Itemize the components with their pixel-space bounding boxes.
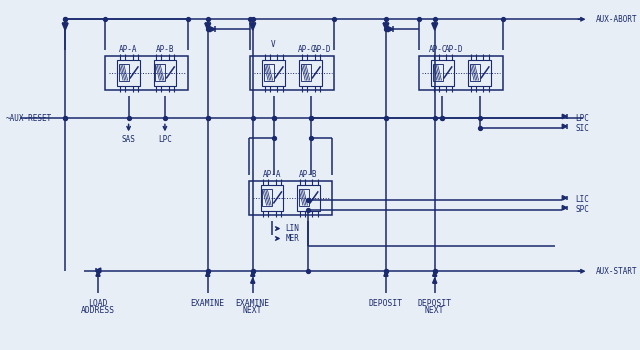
Bar: [264, 64, 274, 81]
Text: LIN: LIN: [285, 224, 299, 233]
Bar: [300, 60, 322, 86]
Text: SIC: SIC: [575, 124, 589, 133]
Bar: [299, 189, 308, 206]
Bar: [262, 60, 285, 86]
Polygon shape: [563, 114, 567, 119]
Bar: [155, 64, 165, 81]
Text: AP-D: AP-D: [313, 44, 332, 54]
Bar: [117, 60, 140, 86]
Polygon shape: [432, 23, 438, 30]
Polygon shape: [251, 278, 255, 283]
Text: NEXT: NEXT: [425, 306, 444, 315]
Bar: [431, 60, 454, 86]
Text: MER: MER: [285, 234, 299, 243]
Polygon shape: [433, 271, 437, 276]
Polygon shape: [205, 23, 211, 30]
Polygon shape: [251, 271, 255, 276]
Text: AP-A: AP-A: [263, 169, 282, 178]
Polygon shape: [250, 23, 256, 30]
Polygon shape: [563, 124, 567, 128]
Bar: [249, 181, 332, 215]
Polygon shape: [433, 278, 437, 283]
Bar: [119, 64, 129, 81]
Text: SAS: SAS: [122, 135, 136, 144]
Polygon shape: [209, 27, 215, 32]
Text: V: V: [271, 40, 276, 49]
Text: EXAMINE: EXAMINE: [191, 300, 225, 308]
Text: AP-C: AP-C: [428, 44, 447, 54]
Bar: [106, 56, 188, 90]
Polygon shape: [563, 205, 567, 210]
Bar: [154, 60, 176, 86]
Text: DEPOSIT: DEPOSIT: [418, 300, 452, 308]
Bar: [262, 189, 273, 206]
Text: ~AUX-RESET: ~AUX-RESET: [6, 114, 52, 123]
Text: LIC: LIC: [575, 195, 589, 204]
Text: AP-A: AP-A: [119, 44, 138, 54]
Polygon shape: [205, 271, 210, 276]
Text: AUX-ABORT: AUX-ABORT: [596, 15, 637, 24]
Bar: [433, 64, 443, 81]
Text: LPC: LPC: [158, 135, 172, 144]
Polygon shape: [62, 23, 68, 30]
Text: EXAMINE: EXAMINE: [236, 300, 270, 308]
Text: DEPOSIT: DEPOSIT: [369, 300, 403, 308]
Polygon shape: [384, 271, 388, 276]
Bar: [419, 56, 503, 90]
Polygon shape: [96, 271, 100, 276]
Bar: [468, 60, 491, 86]
Text: SPC: SPC: [575, 205, 589, 214]
Bar: [470, 64, 480, 81]
Text: AP-B: AP-B: [156, 44, 174, 54]
Text: LPC: LPC: [575, 114, 589, 123]
Text: AP-B: AP-B: [299, 169, 317, 178]
Text: ADDRESS: ADDRESS: [81, 306, 115, 315]
Bar: [250, 56, 334, 90]
Text: AUX-START: AUX-START: [596, 267, 637, 276]
Polygon shape: [563, 196, 567, 200]
Polygon shape: [383, 23, 389, 30]
Text: AP-C: AP-C: [298, 44, 316, 54]
Polygon shape: [388, 27, 394, 32]
Bar: [261, 185, 284, 211]
Text: NEXT: NEXT: [243, 306, 262, 315]
Text: LOAD: LOAD: [88, 300, 108, 308]
Bar: [297, 185, 319, 211]
Text: AP-D: AP-D: [444, 44, 463, 54]
Polygon shape: [96, 268, 101, 272]
Bar: [301, 64, 311, 81]
